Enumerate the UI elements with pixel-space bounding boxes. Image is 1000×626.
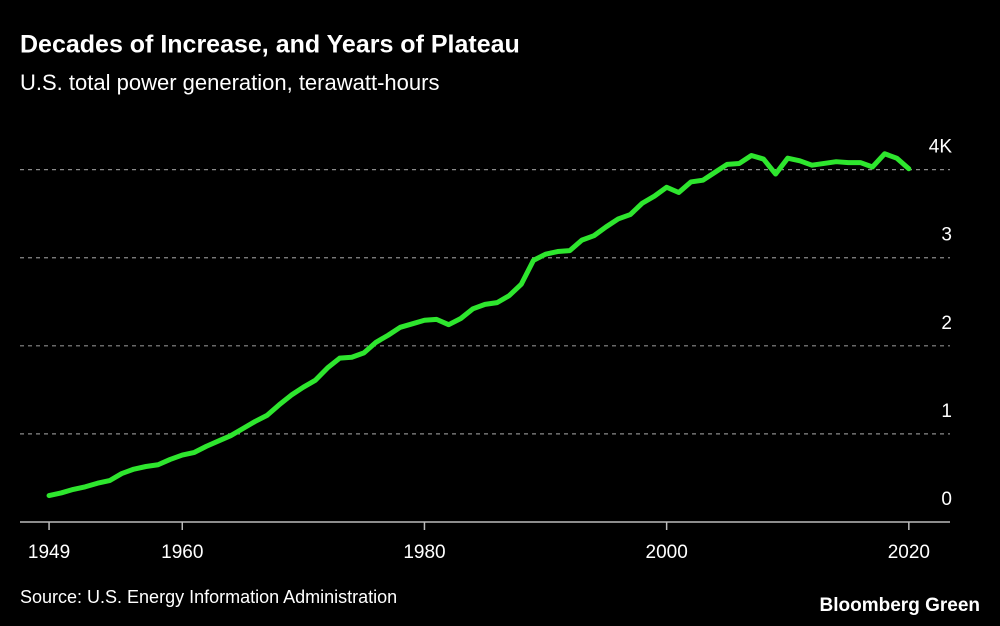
x-tick-label: 1949 bbox=[28, 542, 70, 563]
y-tick-label: 0 bbox=[941, 489, 952, 510]
chart-subtitle: U.S. total power generation, terawatt-ho… bbox=[20, 70, 439, 95]
credit: Bloomberg Green bbox=[820, 595, 980, 616]
x-tick-label: 1960 bbox=[161, 542, 203, 563]
y-tick-label: 4K bbox=[929, 137, 953, 158]
source: Source: U.S. Energy Information Administ… bbox=[20, 587, 397, 607]
y-tick-label: 1 bbox=[941, 401, 952, 422]
chart-title: Decades of Increase, and Years of Platea… bbox=[20, 31, 520, 59]
x-tick-label: 2000 bbox=[646, 542, 688, 563]
y-tick-label: 3 bbox=[941, 225, 952, 246]
data-line bbox=[46, 151, 912, 499]
y-tick-label: 2 bbox=[941, 313, 952, 334]
x-tick-label: 2020 bbox=[888, 542, 930, 563]
x-tick-label: 1980 bbox=[403, 542, 445, 563]
